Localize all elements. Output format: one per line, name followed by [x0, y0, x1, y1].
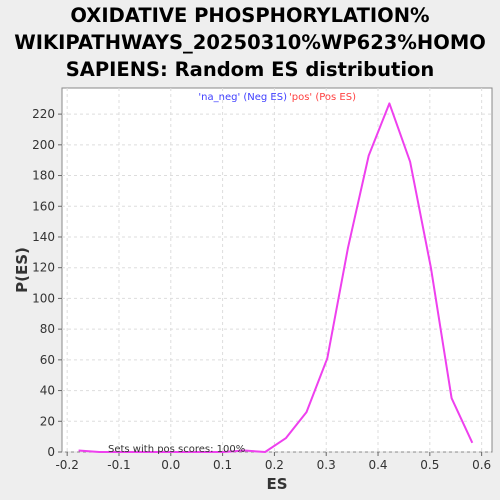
y-tick-label: 100 — [32, 291, 55, 305]
y-tick-label: 40 — [40, 384, 55, 398]
y-tick-label: 120 — [32, 261, 55, 275]
y-tick-label: 180 — [32, 169, 55, 183]
title-line-2: WIKIPATHWAYS_20250310%WP623%HOMO — [14, 31, 486, 54]
annotation-text: Sets with pos scores: 100% — [108, 444, 245, 455]
y-tick-label: 220 — [32, 107, 55, 121]
y-tick-label: 80 — [40, 322, 55, 336]
x-tick-label: 0.6 — [472, 458, 491, 472]
y-tick-label: 0 — [47, 445, 55, 459]
x-tick-label: -0.2 — [55, 458, 78, 472]
x-tick-label: 0.5 — [420, 458, 439, 472]
legend-pos-label: 'pos' (Pos ES) — [289, 92, 356, 103]
y-tick-label: 20 — [40, 414, 55, 428]
y-tick-label: 160 — [32, 199, 55, 213]
x-axis-label: ES — [266, 475, 287, 493]
x-tick-label: -0.1 — [107, 458, 130, 472]
series-layer — [78, 102, 474, 453]
title-line-1: OXIDATIVE PHOSPHORYLATION% — [70, 4, 430, 27]
y-axis-label: P(ES) — [13, 247, 31, 293]
grid — [62, 88, 492, 453]
x-tick-label: 0.1 — [213, 458, 232, 472]
series-line — [78, 102, 474, 453]
legend-neg-label: 'na_neg' (Neg ES) — [198, 92, 287, 103]
y-tick-label: 200 — [32, 138, 55, 152]
axes: -0.2 -0.1 0.0 0.1 0.2 0.3 0.4 0.5 0.6 0 20 40 60 80 10… — [32, 107, 491, 472]
plot-area — [61, 87, 493, 453]
x-tick-label: 0.4 — [368, 458, 387, 472]
chart-title: OXIDATIVE PHOSPHORYLATION% WIKIPATHWAYS_… — [0, 2, 500, 83]
y-tick-label: 60 — [40, 353, 55, 367]
title-line-3: SAPIENS: Random ES distribution — [65, 58, 435, 81]
x-tick-label: 0.0 — [161, 458, 180, 472]
y-tick-label: 140 — [32, 230, 55, 244]
x-tick-label: 0.3 — [317, 458, 336, 472]
x-tick-label: 0.2 — [265, 458, 284, 472]
